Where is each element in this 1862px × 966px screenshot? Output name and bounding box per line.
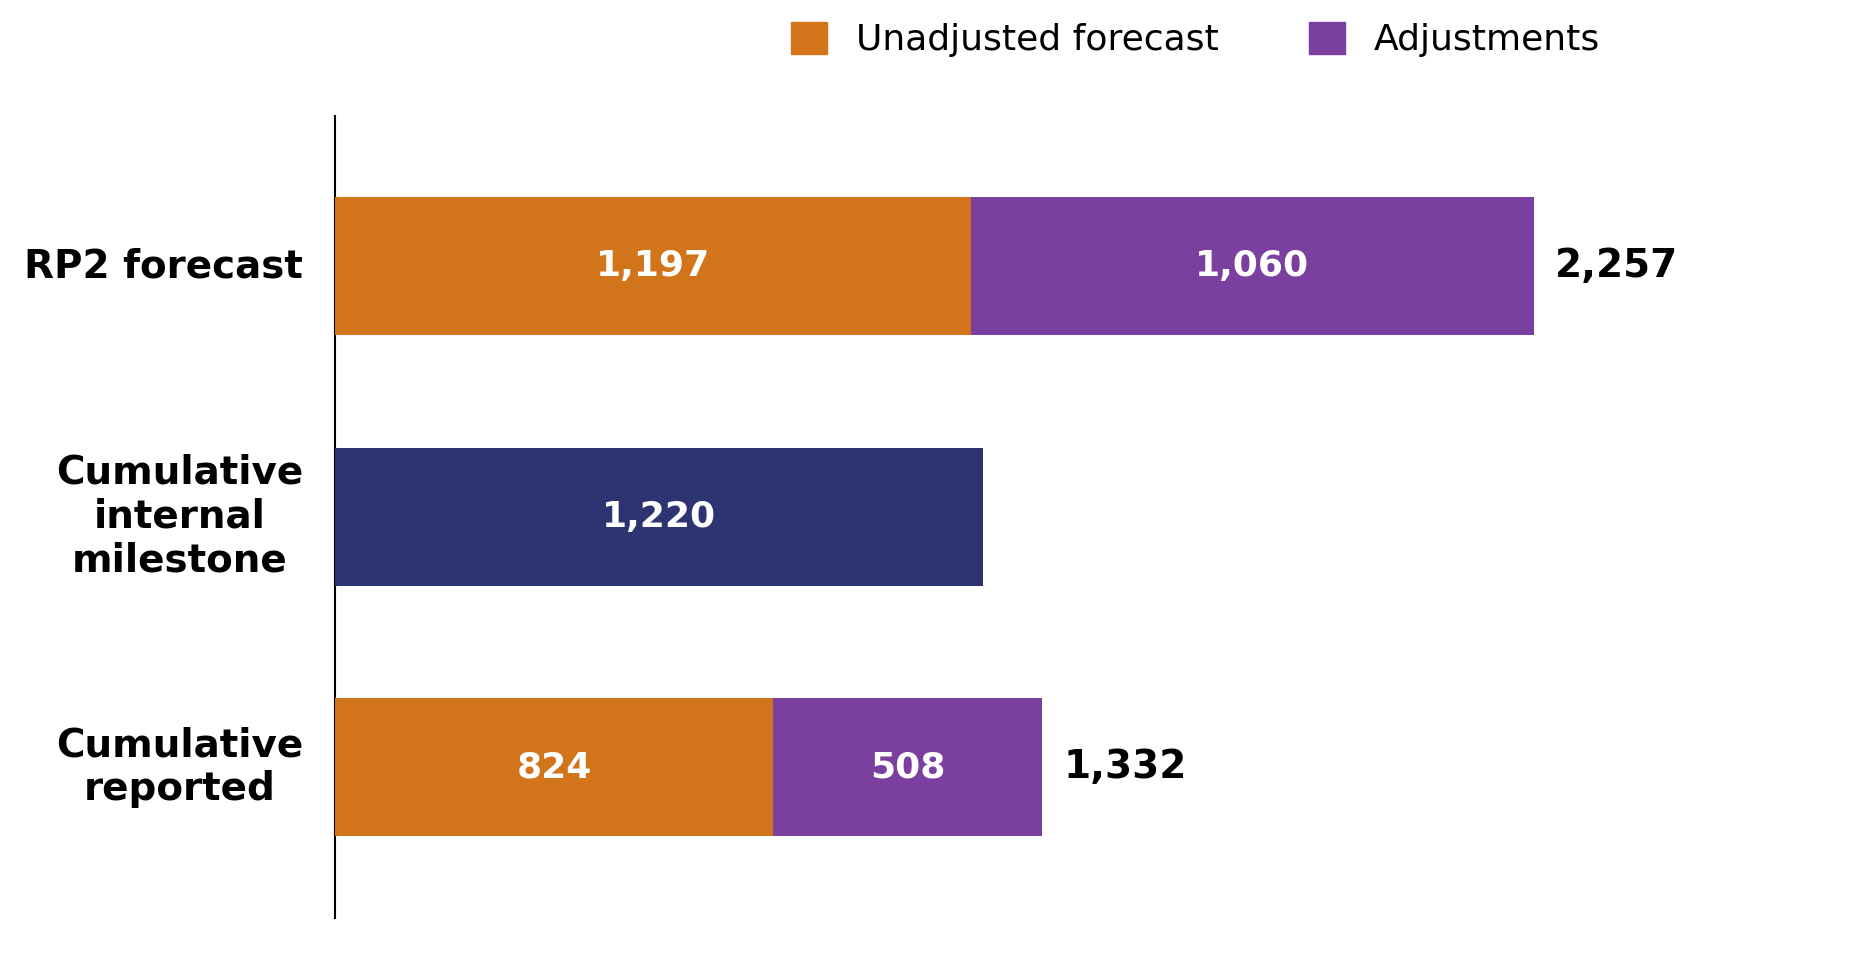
Bar	[335, 448, 983, 585]
Text: 2,257: 2,257	[1555, 247, 1678, 285]
Text: 1,220: 1,220	[601, 499, 717, 534]
Text: Cumulative
reported: Cumulative reported	[56, 726, 304, 809]
Bar	[773, 698, 1043, 837]
Text: 1,197: 1,197	[596, 249, 709, 283]
Bar	[970, 197, 1534, 335]
Bar	[335, 698, 773, 837]
Text: 508: 508	[870, 751, 946, 784]
Text: 1,332: 1,332	[1063, 749, 1188, 786]
Bar	[335, 197, 970, 335]
Text: RP2 forecast: RP2 forecast	[24, 247, 304, 285]
Legend: Unadjusted forecast, Adjustments: Unadjusted forecast, Adjustments	[791, 21, 1599, 57]
Text: 824: 824	[516, 751, 592, 784]
Text: 1,060: 1,060	[1195, 249, 1309, 283]
Text: Cumulative
internal
milestone: Cumulative internal milestone	[56, 454, 304, 580]
